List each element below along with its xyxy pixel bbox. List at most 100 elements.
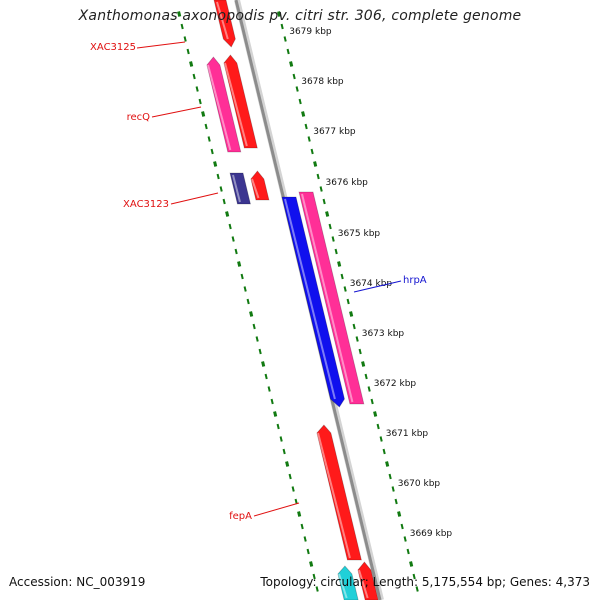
left-tick — [198, 98, 202, 105]
right-tick — [277, 11, 282, 17]
left-tick — [300, 523, 304, 530]
left-tick — [282, 448, 286, 455]
gene-leader-fepA — [253, 502, 300, 517]
left-tick — [213, 161, 218, 167]
right-tick — [379, 436, 383, 442]
left-tick — [267, 386, 271, 392]
kbp-label: 3679 kbp — [289, 27, 332, 37]
right-tick — [319, 186, 323, 192]
gene-label-XAC3123[interactable]: XAC3123 — [123, 199, 169, 210]
gene-hrpa-blue-highlight — [284, 198, 336, 400]
right-tick — [361, 361, 366, 367]
right-tick — [283, 36, 287, 42]
right-tick — [301, 111, 306, 117]
gene-hrpa-magenta-highlight — [301, 193, 354, 403]
genome-title: Xanthomonas axonopodis pv. citri str. 30… — [78, 8, 522, 24]
left-tick — [276, 423, 280, 430]
right-tick — [409, 561, 414, 567]
gene-bottom-red — [357, 561, 379, 600]
gene-label-hrpA[interactable]: hrpA — [403, 275, 427, 286]
left-tick — [294, 498, 298, 505]
right-tick — [394, 498, 398, 505]
right-tick — [388, 473, 392, 480]
right-tick — [298, 98, 302, 105]
left-tick — [180, 23, 184, 30]
right-tick — [292, 73, 296, 80]
right-tick — [295, 86, 299, 92]
left-tick — [234, 248, 238, 255]
left-tick — [291, 486, 295, 492]
left-tick — [312, 573, 316, 580]
left-tick — [246, 298, 250, 305]
gene-label-XAC3125[interactable]: XAC3125 — [90, 42, 136, 53]
gene-xac3123-purple — [229, 172, 251, 205]
left-tick — [315, 586, 319, 592]
left-tick — [309, 561, 314, 567]
right-tick — [355, 336, 359, 342]
kbp-label: 3672 kbp — [374, 379, 417, 389]
kbp-label: 3671 kbp — [386, 429, 429, 439]
gene-bottom-red-highlight — [358, 569, 369, 599]
left-tick-track — [177, 11, 319, 592]
right-tick — [346, 298, 350, 305]
gene-hrpa-blue — [281, 196, 345, 408]
gene-label-fepA[interactable]: fepA — [229, 511, 252, 522]
gene-red-top — [213, 0, 236, 48]
left-tick — [306, 548, 310, 555]
right-tick — [391, 486, 395, 492]
left-tick — [288, 473, 292, 480]
gene-leader-hrpA — [353, 280, 402, 293]
right-tick — [364, 373, 368, 380]
left-tick — [189, 61, 194, 67]
right-tick — [370, 398, 374, 405]
left-tick — [273, 411, 278, 417]
left-tick — [261, 361, 266, 367]
gene-label-recQ[interactable]: recQ — [127, 112, 151, 123]
left-tick — [225, 211, 230, 217]
right-tick — [307, 136, 311, 142]
left-tick — [285, 461, 290, 467]
left-tick — [231, 236, 235, 242]
left-tick — [177, 11, 182, 17]
right-tick — [325, 211, 330, 217]
left-tick — [252, 323, 256, 330]
right-tick — [313, 161, 318, 167]
right-tick-track — [277, 11, 419, 592]
left-tick — [210, 148, 214, 155]
right-tick — [376, 423, 380, 430]
left-tick — [201, 111, 206, 117]
right-tick — [340, 273, 344, 280]
left-tick — [237, 261, 242, 267]
left-tick — [297, 511, 302, 517]
kbp-labels: 3679 kbp 3678 kbp 3677 kbp 3676 kbp 3675 kbp… — [289, 27, 452, 539]
left-tick — [255, 336, 259, 342]
right-tick — [358, 348, 362, 355]
right-tick — [397, 511, 402, 517]
right-tick — [412, 573, 416, 580]
gene-leader-XAC3125 — [136, 41, 186, 49]
kbp-label: 3677 kbp — [313, 127, 356, 137]
gene-red-top-highlight — [216, 1, 229, 40]
left-tick — [303, 536, 307, 542]
kbp-label: 3678 kbp — [301, 77, 344, 87]
accession-text: Accession: NC_003919 — [9, 575, 146, 589]
gene-xac3123-red — [250, 170, 270, 201]
gene-fepa-red-highlight — [317, 432, 351, 559]
right-tick — [403, 536, 407, 542]
left-tick — [258, 348, 262, 355]
left-tick — [192, 73, 196, 80]
right-tick — [385, 461, 390, 467]
right-tick — [334, 248, 338, 255]
kbp-label: 3674 kbp — [350, 279, 393, 289]
left-tick — [222, 198, 226, 205]
left-tick — [207, 136, 211, 142]
right-tick — [349, 311, 354, 317]
kbp-label: 3673 kbp — [362, 329, 405, 339]
gene-hrpa-magenta — [298, 191, 365, 405]
gene-fepa-red — [316, 424, 362, 561]
right-tick — [373, 411, 378, 417]
right-tick — [367, 386, 371, 392]
kbp-label: 3670 kbp — [398, 479, 441, 489]
left-tick — [183, 36, 187, 42]
